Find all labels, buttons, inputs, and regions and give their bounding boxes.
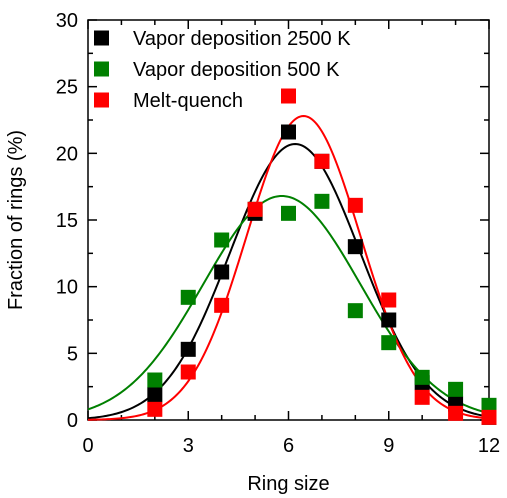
- data-point: [414, 369, 430, 385]
- legend-marker: [94, 61, 109, 77]
- data-point: [481, 397, 497, 413]
- y-axis-label: Fraction of rings (%): [5, 130, 27, 310]
- data-points: [147, 88, 497, 425]
- data-point: [448, 405, 464, 421]
- legend-label: Melt-quench: [133, 90, 243, 112]
- legend-label: Vapor deposition 2500 K: [133, 28, 351, 50]
- data-point: [180, 364, 196, 380]
- data-point: [214, 264, 230, 280]
- data-point: [281, 88, 296, 104]
- data-point: [314, 193, 330, 209]
- data-point: [180, 289, 196, 305]
- data-point: [414, 389, 430, 405]
- data-point: [347, 239, 363, 255]
- data-point: [381, 292, 397, 308]
- data-point: [281, 205, 296, 221]
- data-point: [147, 372, 163, 388]
- data-point: [448, 381, 464, 397]
- data-point: [314, 153, 330, 169]
- data-point: [481, 409, 497, 425]
- data-point: [347, 303, 363, 319]
- x-axis-label: Ring size: [247, 473, 329, 495]
- data-point: [147, 401, 163, 417]
- data-point: [381, 312, 397, 328]
- data-point: [214, 232, 230, 248]
- y-tick-label: 25: [56, 77, 78, 99]
- x-tick-label: 3: [183, 435, 194, 457]
- data-point: [247, 201, 263, 217]
- y-tick-label: 0: [67, 410, 78, 432]
- x-tick-label: 12: [478, 435, 500, 457]
- data-point: [347, 197, 363, 213]
- y-tick-label: 30: [56, 10, 78, 32]
- x-tick-label: 9: [383, 435, 394, 457]
- legend-label: Vapor deposition 500 K: [133, 59, 340, 81]
- y-tick-label: 10: [56, 277, 78, 299]
- data-point: [180, 341, 196, 357]
- data-point: [214, 297, 230, 313]
- data-point: [381, 335, 397, 351]
- y-tick-label: 5: [67, 343, 78, 365]
- y-tick-label: 15: [56, 210, 78, 232]
- legend: Vapor deposition 2500 K Vapor deposition …: [94, 28, 351, 112]
- legend-marker: [94, 92, 109, 108]
- legend-marker: [94, 30, 109, 46]
- x-tick-label: 6: [283, 435, 294, 457]
- data-point: [147, 387, 163, 403]
- x-tick-label: 0: [82, 435, 93, 457]
- x-axis-ticks: 0 3 6 9 12: [82, 20, 500, 457]
- y-axis-ticks: 0 5 10 15 20 25 30: [56, 10, 489, 432]
- data-point: [281, 124, 296, 140]
- y-tick-label: 20: [56, 143, 78, 165]
